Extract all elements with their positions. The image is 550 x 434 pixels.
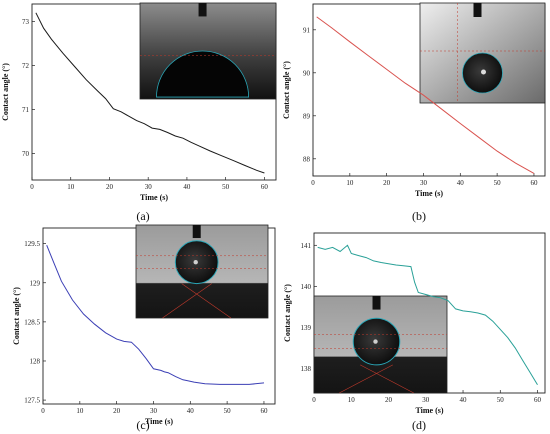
y-tick-label: 70 [22,150,30,158]
chart-panel-3: 0 10 20 30 40 50 60 127.5 128 128.5 129 129.5 Time (… [12,224,276,432]
x-axis-title: Time (s) [415,189,443,198]
needle-shape [372,296,381,310]
x-tick-label: 20 [106,183,114,191]
y-axis-title: Contact angle (°) [282,61,291,119]
inset-photo [313,295,448,394]
reflection-line [339,364,393,394]
x-tick-label: 40 [460,396,468,404]
x-tick-label: 30 [145,183,153,191]
x-tick-label: 40 [187,407,195,415]
x-tick-label: 0 [41,407,45,415]
y-tick-label: 71 [22,106,30,114]
x-axis-title: Time (s) [145,417,173,426]
x-tick-label: 10 [76,407,84,415]
x-tick-label: 20 [113,407,121,415]
y-tick-label: 138 [301,365,312,373]
reflection-line [181,283,232,319]
x-tick-label: 10 [67,183,75,191]
inset-photo [135,224,269,319]
panel-label: (d) [412,418,426,432]
y-tick-label: 73 [22,18,30,26]
x-tick-label: 0 [311,179,315,187]
drop-highlight [481,69,486,75]
needle-shape [198,3,207,17]
chart-panel-4: 0 10 20 30 40 50 60 138 139 140 141 Time (s) Contact… [283,232,546,432]
x-tick-label: 0 [312,396,316,404]
y-tick-label: 91 [303,26,311,34]
inset-photo [419,2,546,104]
y-axis-title: Contact angle (°) [1,63,10,121]
y-tick-label: 88 [303,155,311,163]
drop-highlight [373,339,378,344]
needle-shape [473,3,482,17]
panel-label: (b) [412,209,426,223]
x-tick-label: 60 [261,183,269,191]
chart-panel-2: 0 10 20 30 40 50 60 88 89 90 91 Time (s) Contact ang… [282,2,546,223]
reflection-line [360,364,414,394]
panel-label: (c) [136,418,149,432]
x-tick-label: 60 [534,396,542,404]
x-tick-label: 20 [385,396,393,404]
inset-photo [139,2,277,100]
y-tick-label: 129.5 [24,240,40,248]
reflection-line [162,283,212,319]
y-tick-label: 127.5 [24,397,40,405]
x-tick-label: 50 [222,183,230,191]
drop-highlight [193,260,198,265]
x-tick-label: 30 [420,179,428,187]
x-axis-title: Time (s) [415,406,443,415]
x-tick-label: 0 [30,183,34,191]
panel-label: (a) [136,209,149,223]
x-tick-label: 50 [494,179,502,187]
chart-panel-1: 0 10 20 30 40 50 60 70 71 72 73 Time (s) Contact ang… [1,2,277,223]
y-tick-label: 72 [22,62,30,70]
series-line [35,12,265,174]
y-axis-title: Contact angle (°) [283,284,292,342]
x-tick-label: 40 [183,183,191,191]
y-tick-label: 141 [301,242,312,250]
series-line [46,245,265,385]
x-tick-label: 50 [224,407,232,415]
x-tick-label: 10 [346,179,354,187]
x-tick-label: 10 [348,396,356,404]
x-tick-label: 30 [422,396,430,404]
y-axis-title: Contact angle (°) [12,287,21,345]
x-tick-label: 20 [383,179,391,187]
x-tick-label: 50 [497,396,505,404]
x-tick-label: 40 [457,179,465,187]
y-tick-label: 89 [303,112,311,120]
y-tick-label: 90 [303,69,311,77]
series-line [316,16,535,174]
x-tick-label: 30 [150,407,158,415]
y-tick-label: 128 [30,357,41,365]
x-axis-title: Time (s) [140,193,168,202]
y-tick-label: 139 [301,324,312,332]
x-tick-label: 60 [530,179,538,187]
x-tick-label: 60 [260,407,268,415]
y-tick-label: 140 [301,283,312,291]
needle-shape [192,225,201,239]
drop-shape [156,50,250,98]
series-line [317,244,538,386]
y-tick-label: 128.5 [24,318,40,326]
y-tick-label: 129 [30,279,41,287]
